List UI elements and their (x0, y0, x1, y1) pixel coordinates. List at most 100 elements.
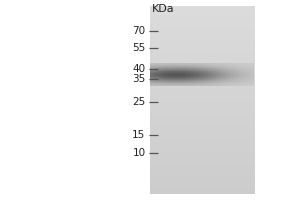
Bar (212, 82, 214, 83)
Bar (164, 80, 166, 81)
Bar (159, 72, 161, 73)
Bar (222, 72, 224, 73)
Bar (199, 80, 201, 81)
Bar (155, 82, 157, 83)
Bar (167, 74, 169, 75)
Bar (176, 72, 178, 73)
Bar (185, 85, 187, 86)
Bar (175, 75, 176, 76)
Bar (203, 73, 205, 74)
Bar (166, 76, 167, 77)
Bar (150, 91, 255, 92)
Bar (163, 64, 165, 65)
Bar (180, 78, 182, 79)
Bar (150, 116, 255, 117)
Bar (216, 72, 218, 73)
Bar (236, 72, 238, 73)
Bar (245, 67, 247, 68)
Text: 40: 40 (132, 64, 146, 74)
Bar (234, 68, 236, 69)
Bar (222, 64, 224, 65)
Bar (239, 80, 241, 81)
Bar (185, 79, 187, 80)
Bar (220, 72, 222, 73)
Bar (232, 82, 235, 83)
Bar (150, 74, 152, 75)
Bar (168, 84, 170, 85)
Bar (238, 66, 240, 67)
Bar (150, 185, 255, 186)
Bar (150, 174, 255, 175)
Bar (163, 75, 165, 76)
Bar (150, 93, 255, 94)
Bar (212, 67, 214, 68)
Bar (159, 82, 161, 83)
Bar (226, 69, 228, 70)
Bar (181, 65, 183, 66)
Bar (240, 78, 242, 79)
Bar (248, 85, 250, 86)
Bar (176, 70, 178, 71)
Bar (226, 71, 228, 72)
Bar (229, 66, 231, 67)
Bar (235, 65, 237, 66)
Bar (200, 69, 202, 70)
Bar (193, 74, 194, 75)
Bar (185, 69, 187, 70)
Bar (164, 78, 166, 79)
Bar (151, 76, 153, 77)
Bar (236, 68, 238, 69)
Bar (151, 81, 153, 82)
Bar (171, 64, 172, 65)
Bar (213, 85, 215, 86)
Bar (244, 85, 246, 86)
Bar (169, 84, 171, 85)
Bar (249, 75, 251, 76)
Bar (163, 73, 165, 74)
Bar (159, 78, 161, 79)
Bar (150, 95, 255, 96)
Bar (178, 66, 180, 67)
Bar (150, 162, 255, 163)
Bar (176, 72, 178, 73)
Bar (249, 67, 251, 68)
Bar (240, 85, 242, 86)
Bar (200, 82, 202, 83)
Bar (243, 84, 245, 85)
Bar (231, 80, 233, 81)
Bar (218, 79, 220, 80)
Bar (247, 69, 249, 70)
Bar (249, 66, 251, 67)
Bar (224, 81, 226, 82)
Bar (185, 75, 187, 76)
Bar (150, 25, 255, 26)
Bar (216, 78, 218, 79)
Bar (178, 70, 180, 71)
Bar (249, 78, 251, 79)
Bar (175, 66, 176, 67)
Bar (173, 72, 175, 73)
Bar (216, 72, 218, 73)
Bar (244, 69, 246, 70)
Bar (214, 65, 216, 66)
Bar (206, 75, 207, 76)
Bar (231, 78, 233, 79)
Bar (229, 84, 231, 85)
Bar (150, 177, 255, 178)
Bar (163, 69, 165, 70)
Bar (232, 75, 235, 76)
Bar (230, 65, 232, 66)
Bar (249, 76, 251, 77)
Bar (202, 82, 203, 83)
Bar (245, 84, 247, 85)
Bar (248, 84, 250, 85)
Bar (245, 68, 247, 69)
Bar (164, 84, 166, 85)
Bar (163, 79, 165, 80)
Bar (186, 75, 188, 76)
Bar (212, 81, 214, 82)
Bar (171, 79, 172, 80)
Bar (222, 78, 224, 79)
Bar (167, 65, 169, 66)
Bar (155, 77, 157, 78)
